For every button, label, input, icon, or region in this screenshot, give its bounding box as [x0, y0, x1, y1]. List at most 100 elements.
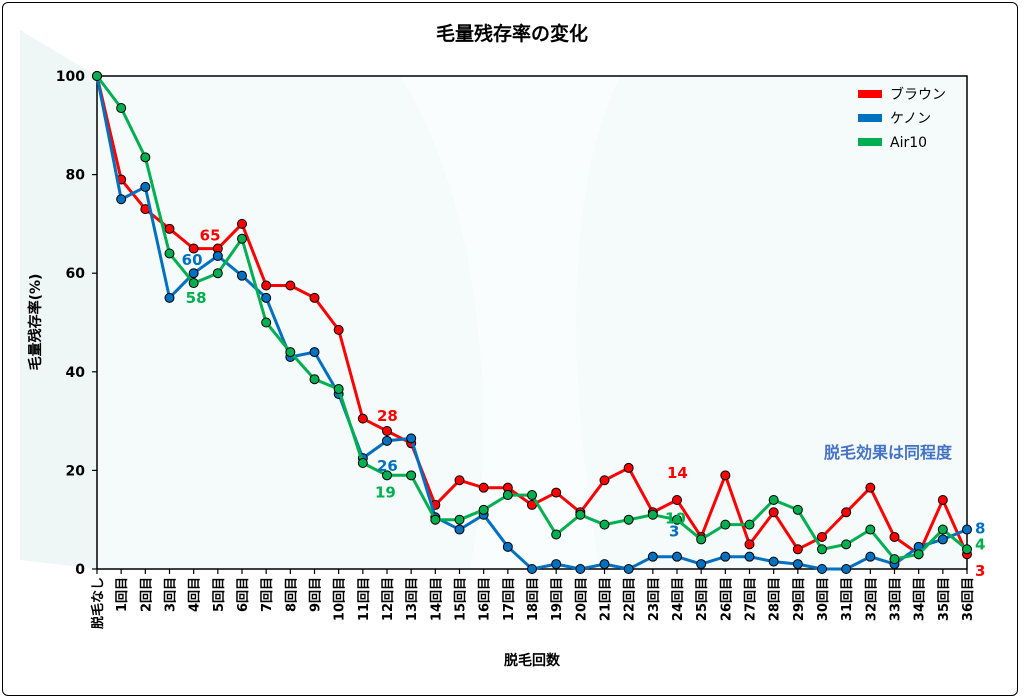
x-tick-label: 16回目	[478, 577, 493, 621]
x-tick-label: 27回目	[744, 577, 759, 621]
x-tick-label: 30回目	[816, 577, 831, 621]
x-tick-label: 29回目	[792, 577, 807, 621]
x-tick-label: 32回目	[864, 577, 879, 621]
data-point	[237, 218, 247, 229]
x-tick-label: 9回目	[309, 577, 324, 612]
x-tick-label: 15回目	[454, 577, 469, 621]
x-tick-label: 22回目	[623, 577, 638, 621]
plot-background	[20, 30, 967, 569]
data-point	[212, 250, 223, 261]
data-point	[841, 539, 852, 550]
x-tick-label: 8回目	[284, 577, 299, 612]
x-tick-label: 24回目	[671, 577, 686, 621]
data-point	[357, 458, 368, 469]
data-point	[551, 487, 562, 498]
data-point	[116, 194, 127, 205]
data-point	[478, 504, 489, 515]
data-point	[647, 551, 658, 562]
series-Air10	[92, 71, 972, 565]
data-point	[527, 564, 537, 574]
data-point	[962, 544, 972, 555]
data-point	[817, 544, 827, 555]
y-axis-label: 毛量残存率(%)	[27, 274, 44, 371]
data-point	[744, 539, 755, 550]
data-point	[502, 541, 513, 552]
data-point	[575, 564, 586, 574]
y-tick-label: 100	[56, 69, 85, 85]
data-point	[261, 317, 272, 328]
data-point	[261, 292, 272, 303]
data-point	[672, 494, 682, 505]
x-tick-label: 35回目	[937, 577, 952, 621]
data-point	[333, 324, 344, 335]
data-point	[527, 490, 537, 501]
data-point	[865, 482, 876, 493]
data-label: 58	[186, 289, 207, 307]
data-point	[309, 374, 320, 385]
data-point	[285, 280, 296, 291]
data-point	[865, 524, 876, 535]
legend-item[interactable]: Air10	[858, 135, 927, 151]
data-point	[140, 181, 151, 192]
x-tick-label: 脱毛なし	[90, 577, 106, 629]
data-point	[454, 524, 465, 535]
legend-swatch	[858, 114, 882, 122]
x-tick-label: 21回目	[599, 577, 614, 621]
data-point	[672, 514, 682, 525]
chart-title: 毛量残存率の変化	[436, 22, 588, 45]
x-tick-label: 18回目	[526, 577, 541, 621]
x-tick-label: 11回目	[357, 577, 372, 621]
y-tick-label: 40	[66, 365, 86, 381]
y-tick-label: 80	[66, 168, 86, 184]
data-point	[817, 564, 827, 574]
data-point	[937, 494, 948, 505]
data-label: 10	[665, 510, 686, 528]
data-point	[454, 514, 465, 525]
data-label: 26	[377, 457, 398, 475]
x-tick-label: 20回目	[574, 577, 589, 621]
data-point	[792, 544, 803, 555]
data-label: 4	[975, 535, 985, 553]
data-point	[502, 490, 513, 501]
data-point	[623, 514, 634, 525]
x-tick-label: 7回目	[260, 577, 275, 612]
data-label: 3	[669, 523, 679, 541]
legend-item[interactable]: ブラウン	[858, 86, 946, 103]
data-point	[599, 559, 610, 570]
x-tick-label: 2回目	[139, 577, 154, 612]
x-tick-label: 1回目	[115, 577, 130, 612]
x-tick-label: 14回目	[429, 577, 444, 621]
data-point	[261, 280, 272, 291]
data-point	[551, 529, 562, 540]
x-tick-label: 3回目	[164, 577, 179, 612]
data-point	[623, 564, 634, 574]
series-layer	[92, 71, 972, 574]
data-point	[720, 551, 731, 562]
x-tick-label: 34回目	[913, 577, 928, 621]
data-point	[454, 475, 465, 486]
data-point	[817, 531, 827, 542]
data-point	[188, 268, 199, 279]
data-point	[841, 564, 852, 574]
data-point	[212, 268, 223, 279]
x-tick-label: 5回目	[212, 577, 227, 612]
data-point	[962, 524, 972, 535]
data-point	[406, 470, 417, 481]
x-tick-label: 36回目	[961, 577, 976, 621]
x-tick-label: 10回目	[333, 577, 348, 621]
legend-swatch	[858, 90, 882, 98]
data-point	[116, 103, 127, 114]
legend-label: ブラウン	[890, 86, 946, 103]
y-tick-label: 20	[66, 463, 86, 479]
data-point	[768, 556, 779, 567]
data-point	[841, 507, 852, 518]
legend-item[interactable]: ケノン	[858, 111, 931, 127]
data-point	[647, 509, 658, 520]
data-point	[309, 292, 320, 303]
data-point	[889, 531, 900, 542]
data-label: 3	[975, 562, 985, 580]
effect-note: 脱毛効果は同程度	[824, 443, 953, 462]
